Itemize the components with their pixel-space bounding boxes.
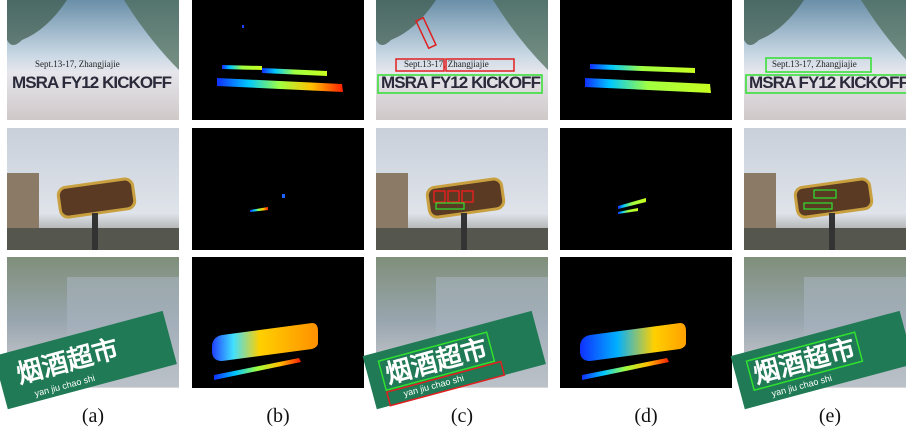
foliage (861, 0, 906, 60)
cell (7, 128, 179, 250)
cell (560, 257, 732, 388)
box-green (435, 202, 465, 210)
box-green (377, 331, 496, 392)
cells: Sept.13-17, Zhangjiajie MSRA FY12 KICKOFF… (0, 0, 906, 410)
cell (192, 0, 364, 120)
caption: (a) (82, 405, 104, 427)
heat-region (250, 207, 268, 212)
cell: Sept.13-17, Zhangjiajie MSRA FY12 KICKOFF (7, 0, 179, 120)
heat-region (618, 208, 638, 214)
scene-text: MSRA FY12 KICKOFF (12, 73, 172, 92)
heat-region (582, 358, 669, 380)
pole (829, 213, 835, 250)
caption: (c) (451, 405, 473, 427)
box-red (433, 190, 446, 203)
heat-region (580, 323, 686, 361)
box-green (377, 74, 543, 94)
scene-text: MSRA FY12 KICKOFF (749, 73, 906, 92)
sign (425, 177, 506, 219)
heat-region (262, 68, 327, 76)
heat-region (217, 78, 343, 92)
street (744, 228, 906, 250)
heat-region (282, 194, 285, 198)
heatmap-bg (560, 128, 732, 250)
foliage (376, 0, 436, 45)
heat-region (242, 25, 244, 28)
box-green (813, 189, 837, 199)
heatmap-bg (192, 128, 364, 250)
foliage (493, 0, 548, 70)
heat-region (618, 198, 646, 209)
foliage (124, 0, 179, 70)
box-green (745, 331, 864, 392)
scene-text: MSRA FY12 KICKOFF (381, 73, 541, 92)
heatmap-bg (192, 0, 364, 120)
box-green (803, 202, 833, 210)
cell (376, 128, 548, 250)
cell (192, 257, 364, 388)
box-green (765, 57, 872, 73)
sign (0, 310, 177, 410)
box-red (395, 58, 445, 72)
heat-region (214, 358, 301, 380)
foliage (744, 0, 804, 45)
scene-text: Sept.13-17, Zhangjiajie (772, 59, 857, 69)
cell: Sept.13-17, Zhangjiajie MSRA FY12 KICKOFF (744, 0, 906, 120)
pole (461, 213, 467, 250)
heatmap-bg (560, 257, 732, 388)
heatmap-bg (192, 257, 364, 388)
heatmap-bg (560, 0, 732, 120)
cell (192, 128, 364, 250)
cell (744, 128, 906, 250)
box-red (385, 360, 506, 407)
pole (92, 213, 98, 250)
box-green (745, 74, 906, 94)
cell (560, 128, 732, 250)
box-red (415, 16, 437, 50)
caption: (d) (634, 405, 657, 427)
box-red (447, 190, 460, 203)
heat-region (590, 64, 695, 73)
heat-region (585, 78, 711, 93)
scene-text: Sept.13-17, Zhangjiajie (35, 59, 120, 69)
heat-region (222, 65, 262, 70)
box-red (461, 190, 474, 203)
cell (560, 0, 732, 120)
foliage (7, 0, 67, 45)
heat-region (212, 323, 318, 361)
caption: (e) (819, 405, 841, 427)
caption: (b) (266, 405, 289, 427)
box-red (445, 58, 515, 72)
sign (56, 177, 137, 219)
